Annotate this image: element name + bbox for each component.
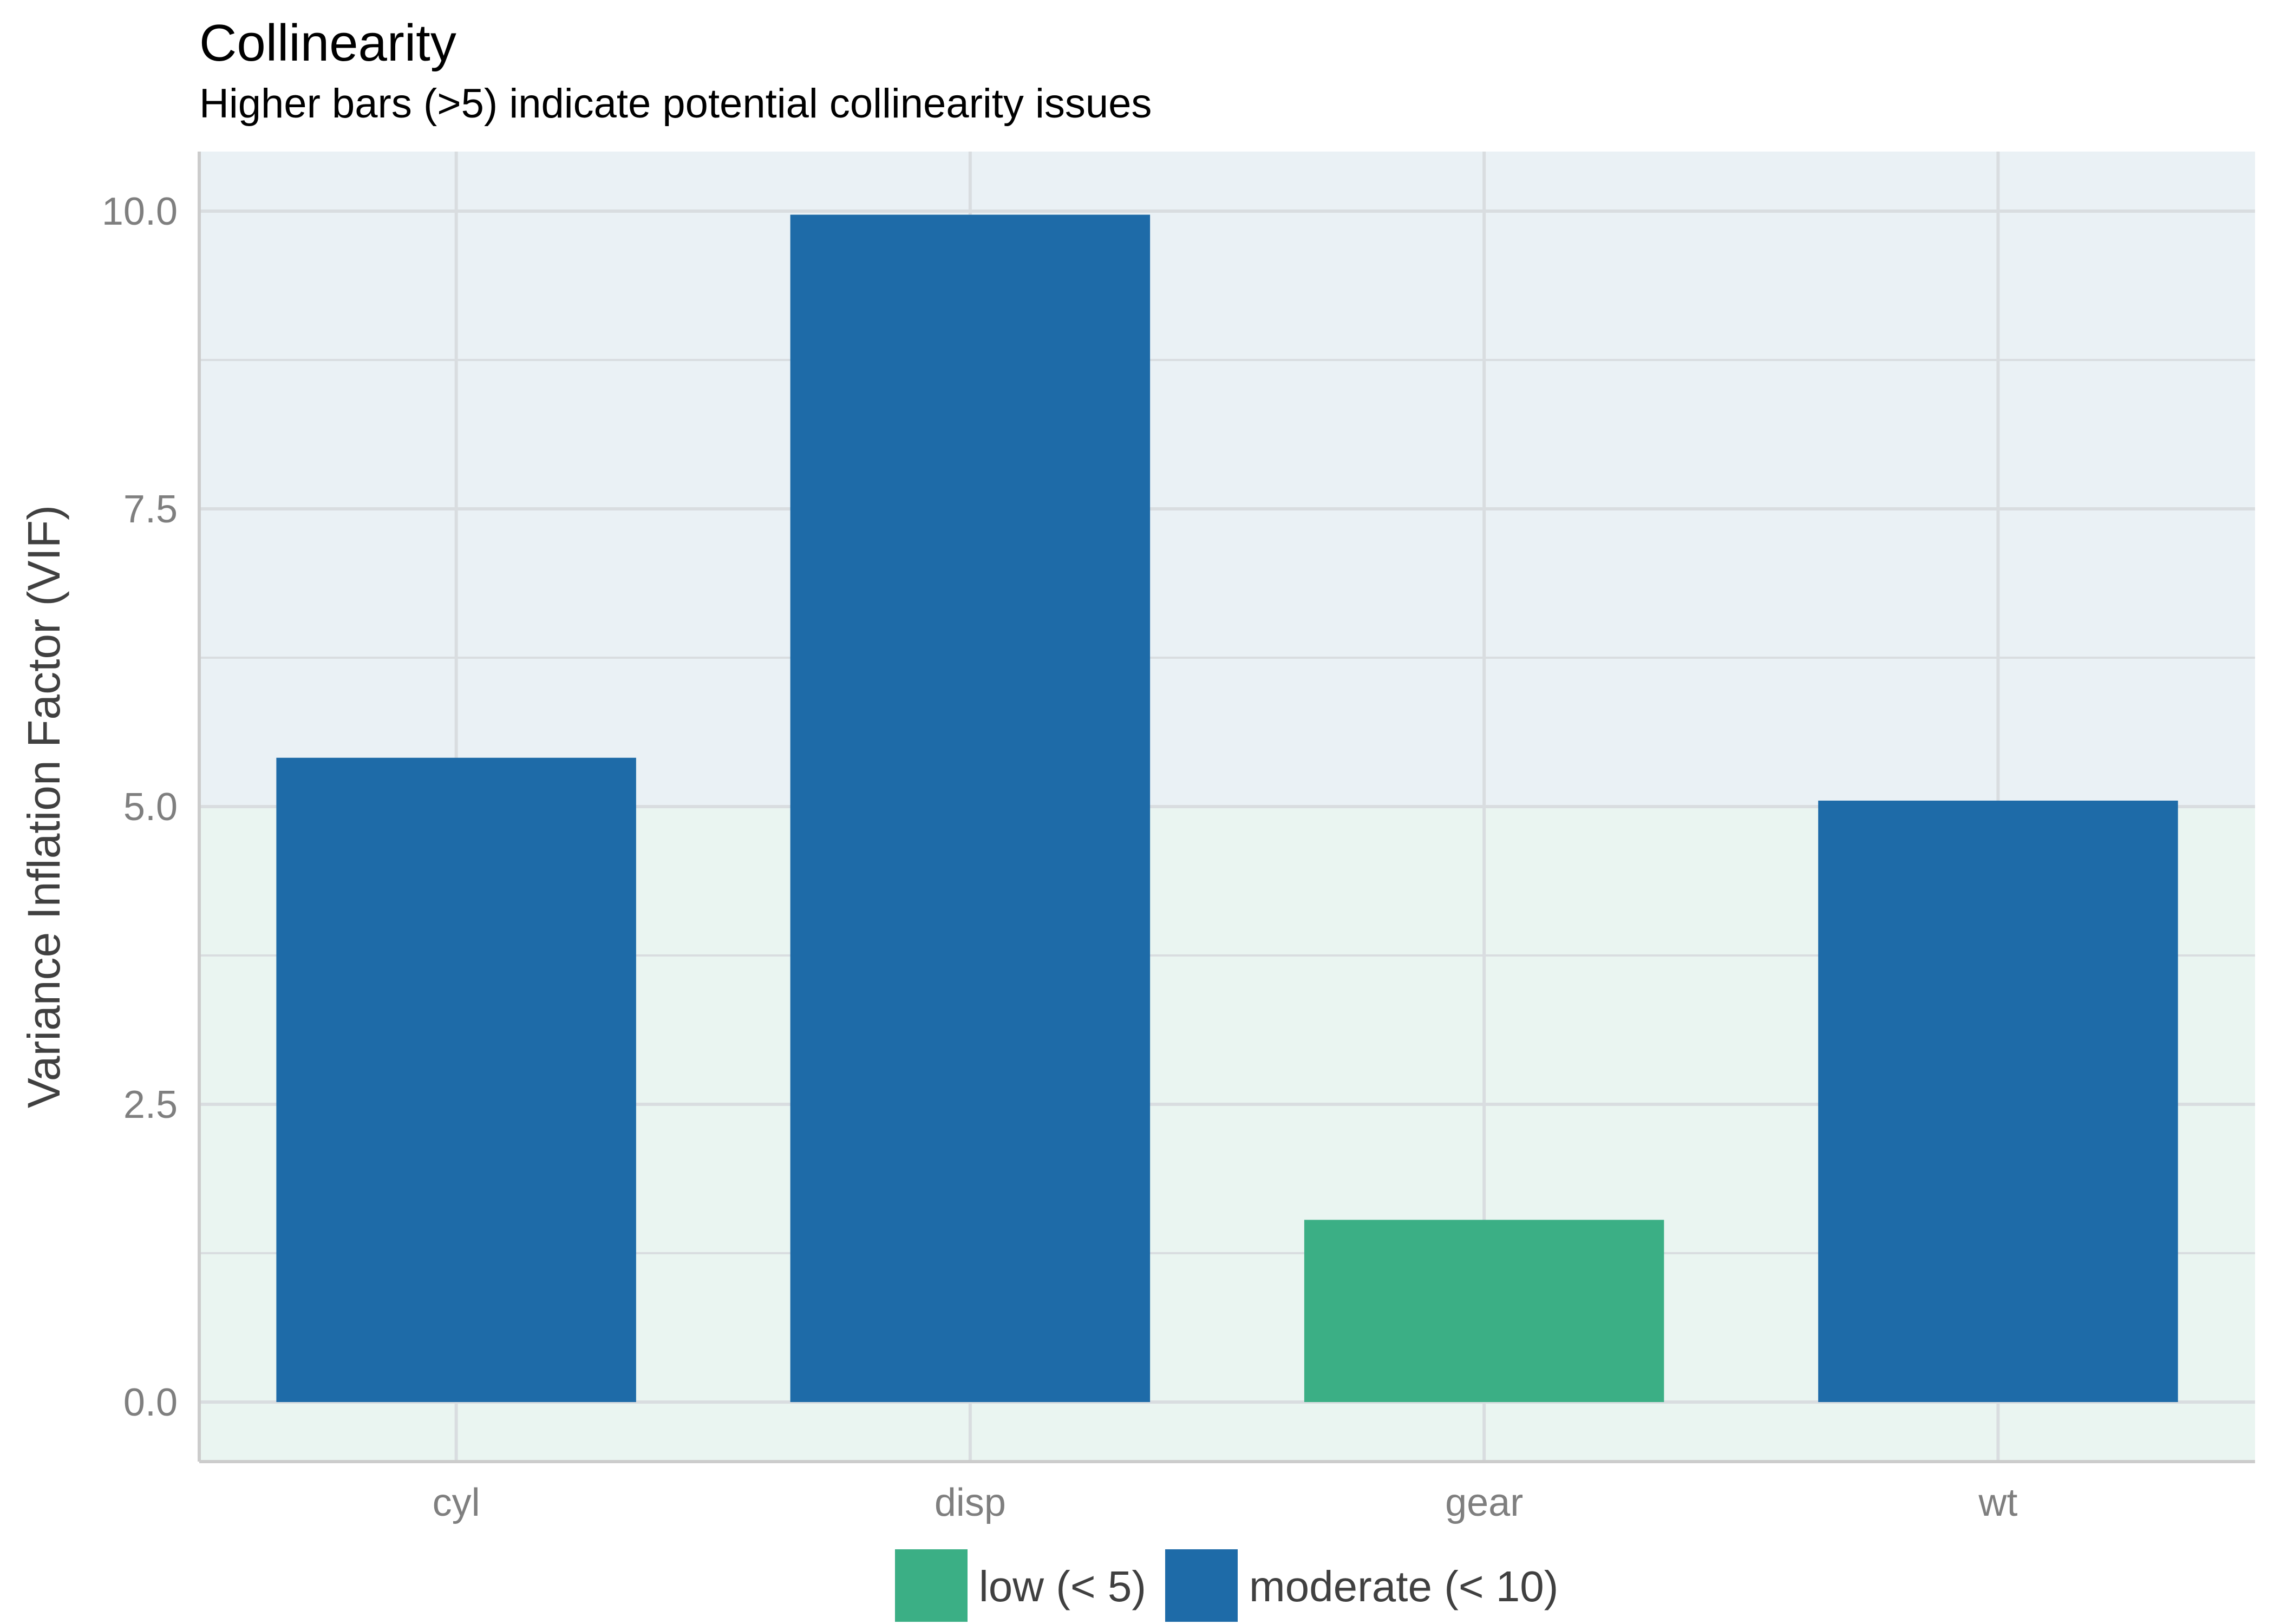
y-tick-label-4: 10.0 bbox=[102, 190, 178, 233]
y-tick-label-1: 2.5 bbox=[123, 1083, 178, 1127]
x-tick-labels: cyl disp gear wt bbox=[433, 1481, 2018, 1524]
y-tick-label-0: 0.0 bbox=[123, 1381, 178, 1424]
legend-label-0: low (< 5) bbox=[979, 1562, 1146, 1610]
bar-wt bbox=[1818, 801, 2178, 1402]
x-tick-label-disp: disp bbox=[935, 1481, 1006, 1524]
y-tick-label-3: 7.5 bbox=[123, 488, 178, 531]
axes bbox=[198, 152, 2255, 1463]
background-band-1 bbox=[199, 152, 2255, 807]
legend-label-1: moderate (< 10) bbox=[1249, 1562, 1558, 1610]
legend: low (< 5) moderate (< 10) bbox=[895, 1549, 1558, 1622]
chart-subtitle: Higher bars (>5) indicate potential coll… bbox=[199, 81, 1152, 127]
chart-title: Collinearity bbox=[199, 14, 456, 72]
legend-key-1 bbox=[1165, 1549, 1238, 1622]
x-tick-label-cyl: cyl bbox=[433, 1481, 480, 1524]
legend-key-0 bbox=[895, 1549, 968, 1622]
bars bbox=[276, 214, 2178, 1402]
y-tick-labels: 0.0 2.5 5.0 7.5 10.0 bbox=[102, 190, 178, 1424]
bar-cyl bbox=[276, 757, 636, 1402]
x-tick-label-gear: gear bbox=[1445, 1481, 1523, 1524]
bar-gear bbox=[1304, 1220, 1664, 1402]
y-tick-label-2: 5.0 bbox=[123, 785, 178, 829]
x-tick-label-wt: wt bbox=[1978, 1481, 2017, 1524]
bar-disp bbox=[790, 214, 1151, 1402]
y-axis-title: Variance Inflation Factor (VIF) bbox=[18, 505, 69, 1108]
